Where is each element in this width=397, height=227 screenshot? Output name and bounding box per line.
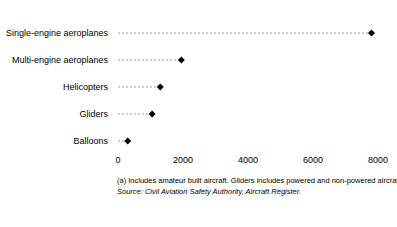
chart: Single-engine aeroplanes Multi-engine aer… [0,0,397,227]
leader-line [118,33,372,34]
dot-marker [124,138,131,145]
dot-marker [368,30,375,37]
dot-marker [178,57,185,64]
category-label: Multi-engine aeroplanes [12,55,109,65]
annotation: (a) Includes amateur built aircraft. Gli… [117,176,397,185]
dot-marker [149,111,156,118]
leader-line [118,87,160,88]
category-label: Balloons [73,136,108,146]
annotation: Source: Civil Aviation Safety Authority,… [117,187,301,196]
leader-line [118,114,152,115]
dot-marker [157,84,164,91]
tick-label: 6000 [303,155,323,165]
category-label: Helicopters [63,82,109,92]
category-label: Single-engine aeroplanes [6,28,109,38]
leader-line [118,60,181,61]
category-label: Gliders [79,109,108,119]
tick-label: 4000 [238,155,258,165]
tick-label: 0 [115,155,120,165]
tick-label: 2000 [173,155,193,165]
tick-label: 8000 [368,155,388,165]
